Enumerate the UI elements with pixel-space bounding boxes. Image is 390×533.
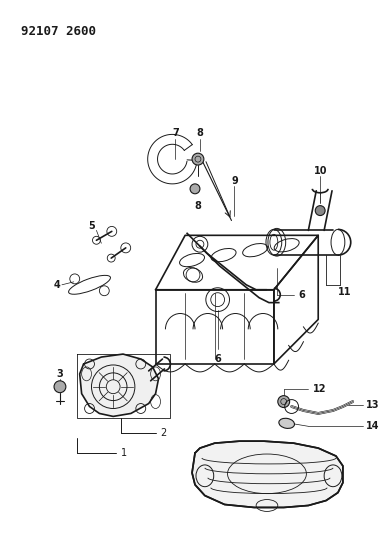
Text: 6: 6: [214, 354, 221, 364]
Text: 8: 8: [197, 128, 203, 139]
Ellipse shape: [279, 418, 294, 429]
Text: 11: 11: [338, 287, 351, 297]
Text: 4: 4: [53, 280, 60, 290]
Text: 10: 10: [314, 166, 327, 176]
Circle shape: [192, 153, 204, 165]
Text: 3: 3: [57, 369, 63, 379]
Text: 8: 8: [195, 200, 201, 211]
Circle shape: [315, 206, 325, 215]
Text: 7: 7: [172, 128, 179, 139]
Polygon shape: [192, 441, 343, 507]
Text: 1: 1: [121, 448, 127, 458]
Polygon shape: [80, 354, 158, 416]
Text: 13: 13: [365, 400, 379, 409]
Circle shape: [54, 381, 66, 393]
Text: 9: 9: [231, 176, 238, 186]
Text: 14: 14: [365, 421, 379, 431]
Text: 12: 12: [313, 384, 327, 394]
Circle shape: [278, 395, 290, 408]
Text: 6: 6: [298, 290, 305, 300]
Text: 2: 2: [161, 428, 167, 438]
Text: 5: 5: [88, 221, 95, 231]
Circle shape: [190, 184, 200, 194]
Text: 92107 2600: 92107 2600: [21, 25, 96, 37]
